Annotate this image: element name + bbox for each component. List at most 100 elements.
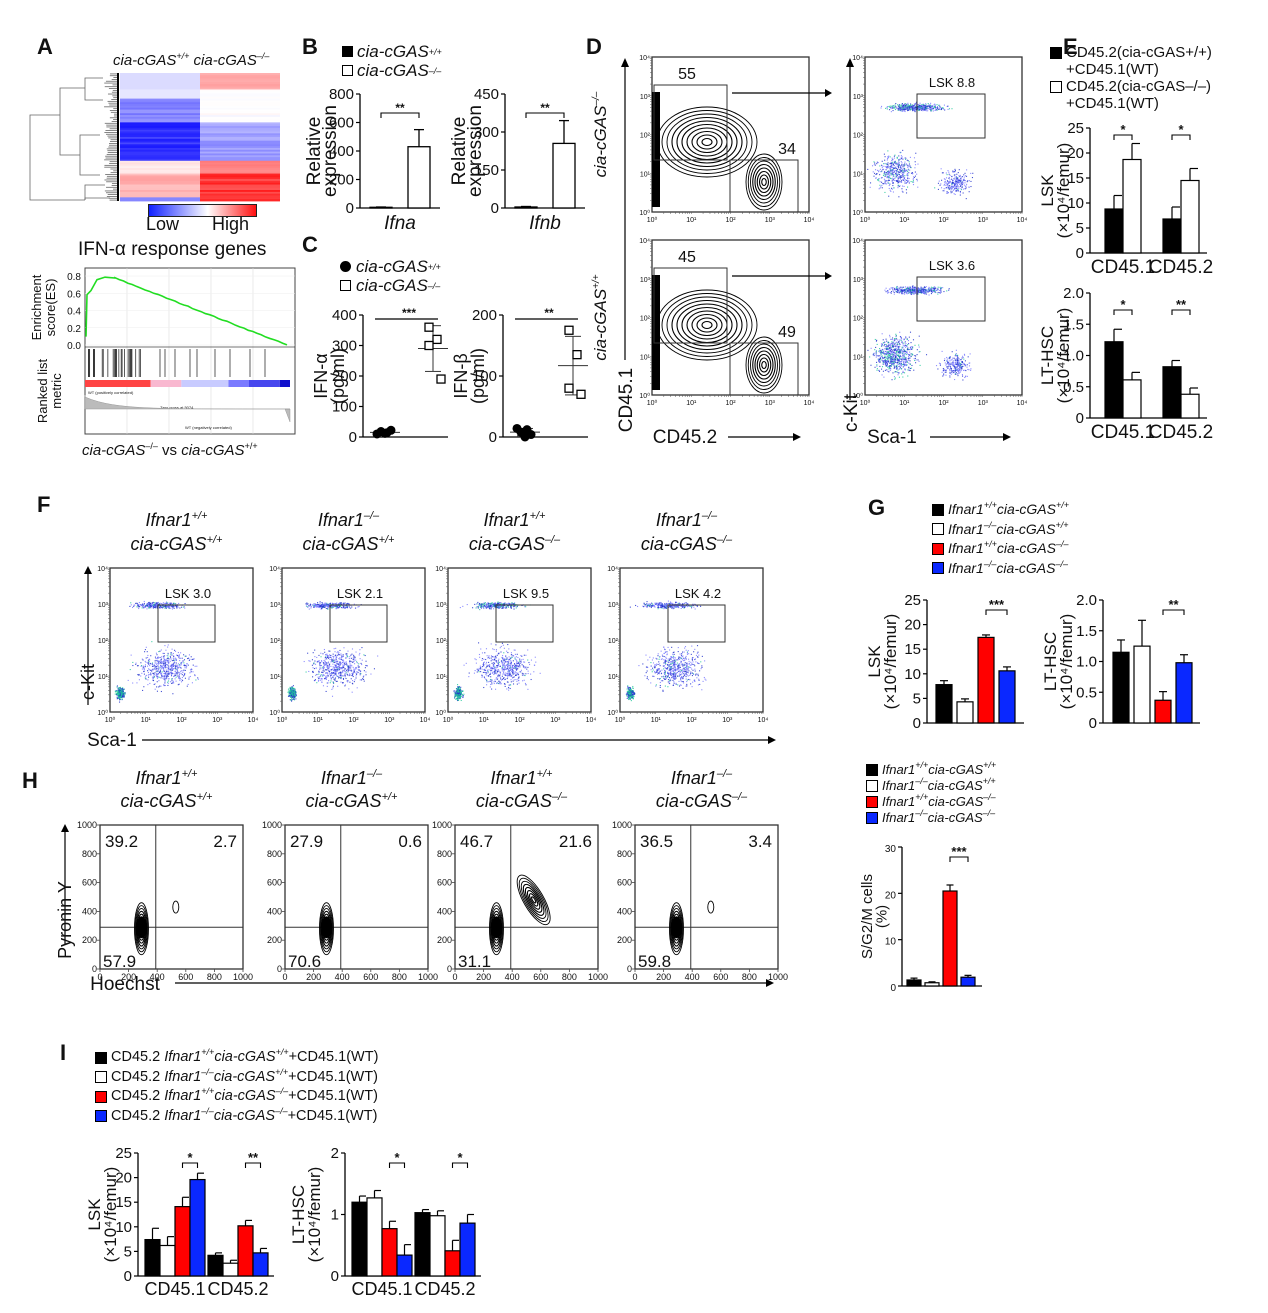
scatter-dot [886,355,889,357]
scatter-dot [880,351,882,353]
scatter-dot [174,674,176,676]
scatter-dot [171,648,173,650]
scatter-dot [904,293,906,295]
scatter-dot [929,106,931,108]
y-tick-label: 1.5 [1063,316,1084,333]
scatter-dot [175,654,178,656]
scatter-dot [940,108,942,111]
scatter-dot [143,600,145,603]
scatter-dot [116,693,118,695]
scatter-dot [956,369,958,371]
scatter-dot [900,178,902,180]
scatter-dot [350,607,352,609]
scatter-dot [926,291,928,293]
scatter-dot [319,604,321,606]
scatter-dot [875,177,877,179]
scatter-dot [335,603,338,605]
scatter-dot [166,663,168,665]
scatter-dot [956,186,958,188]
scatter-dot [160,658,163,660]
scatter-dot [143,686,145,688]
scatter-dot [892,182,894,184]
scatter-dot [924,286,926,289]
scatter-dot [907,186,909,188]
scatter-dot [915,105,917,107]
scatter-dot [122,691,124,693]
scatter-dot [901,164,903,166]
scatter-dot [892,172,894,174]
scatter-dot [171,665,173,667]
scatter-dot [956,178,959,180]
scatter-dot [963,363,965,365]
scatter-dot [158,651,160,653]
scatter-dot [934,105,936,107]
scatter-dot [949,372,951,374]
scatter-dot [907,166,909,168]
scatter-dot [874,162,876,164]
scatter-dot [882,362,884,364]
scatter-dot [873,164,875,166]
scatter-dot [910,288,912,291]
scatter-dot [194,675,196,677]
scatter-dot [940,287,942,289]
data-point [424,322,434,332]
scatter-dot [897,162,899,164]
scatter-dot [121,698,123,700]
scatter-dot [886,369,888,371]
scatter-dot [901,286,903,288]
scatter-dot [898,344,900,346]
heatmap-cell [120,85,200,89]
scatter-dot [923,107,925,109]
scatter-dot [964,180,966,182]
scatter-dot [908,291,910,293]
scatter-dot [920,289,922,291]
scatter-dot [959,190,961,193]
scatter-dot [961,182,963,184]
heatmap-cell [120,175,200,178]
scatter-dot [334,605,336,608]
scatter-dot [179,666,181,668]
scatter-dot [902,363,904,365]
scatter-dot [914,110,916,112]
scatter-dot [914,355,916,357]
scatter-dot [897,361,899,363]
scatter-dot [164,607,166,609]
scatter-dot [175,606,177,608]
scatter-dot [176,669,178,671]
scatter-dot [909,291,911,293]
scatter-dot [921,106,923,108]
scatter-dot [160,669,162,671]
scatter-dot [121,692,124,694]
scatter-dot [883,345,885,347]
scatter-dot [964,360,966,362]
scatter-dot [945,177,948,179]
scatter-dot [167,671,170,673]
scatter-dot [887,353,889,355]
y-axis-label: LT-HSC(×10⁴/femur) [1038,308,1073,404]
y-tick-label: 10³ [853,277,864,284]
scatter-dot [943,178,945,180]
scatter-dot [306,603,308,605]
scatter-dot [890,106,892,108]
y-tick-label: 10⁴ [852,238,863,245]
heatmap-cell [200,80,280,83]
scatter-dot [892,356,894,359]
plot-title-line1: Ifnar1+/+ [146,510,209,530]
scatter-dot [934,187,936,189]
scatter-dot [963,353,966,355]
scatter-dot [170,653,172,655]
scatter-dot [948,362,950,364]
y-tick-label: 10² [853,133,864,140]
scatter-dot [187,664,189,666]
scatter-dot [909,286,912,288]
scatter-dot [939,363,941,365]
scatter-dot [964,376,967,378]
significance-bracket [1171,309,1191,315]
scatter-dot [123,695,125,697]
scatter-dot [892,339,894,341]
scatter-dot [892,173,894,175]
scatter-dot [175,658,177,660]
scatter-dot [879,174,881,176]
scatter-dot [166,675,168,677]
scatter-dot [923,105,925,108]
